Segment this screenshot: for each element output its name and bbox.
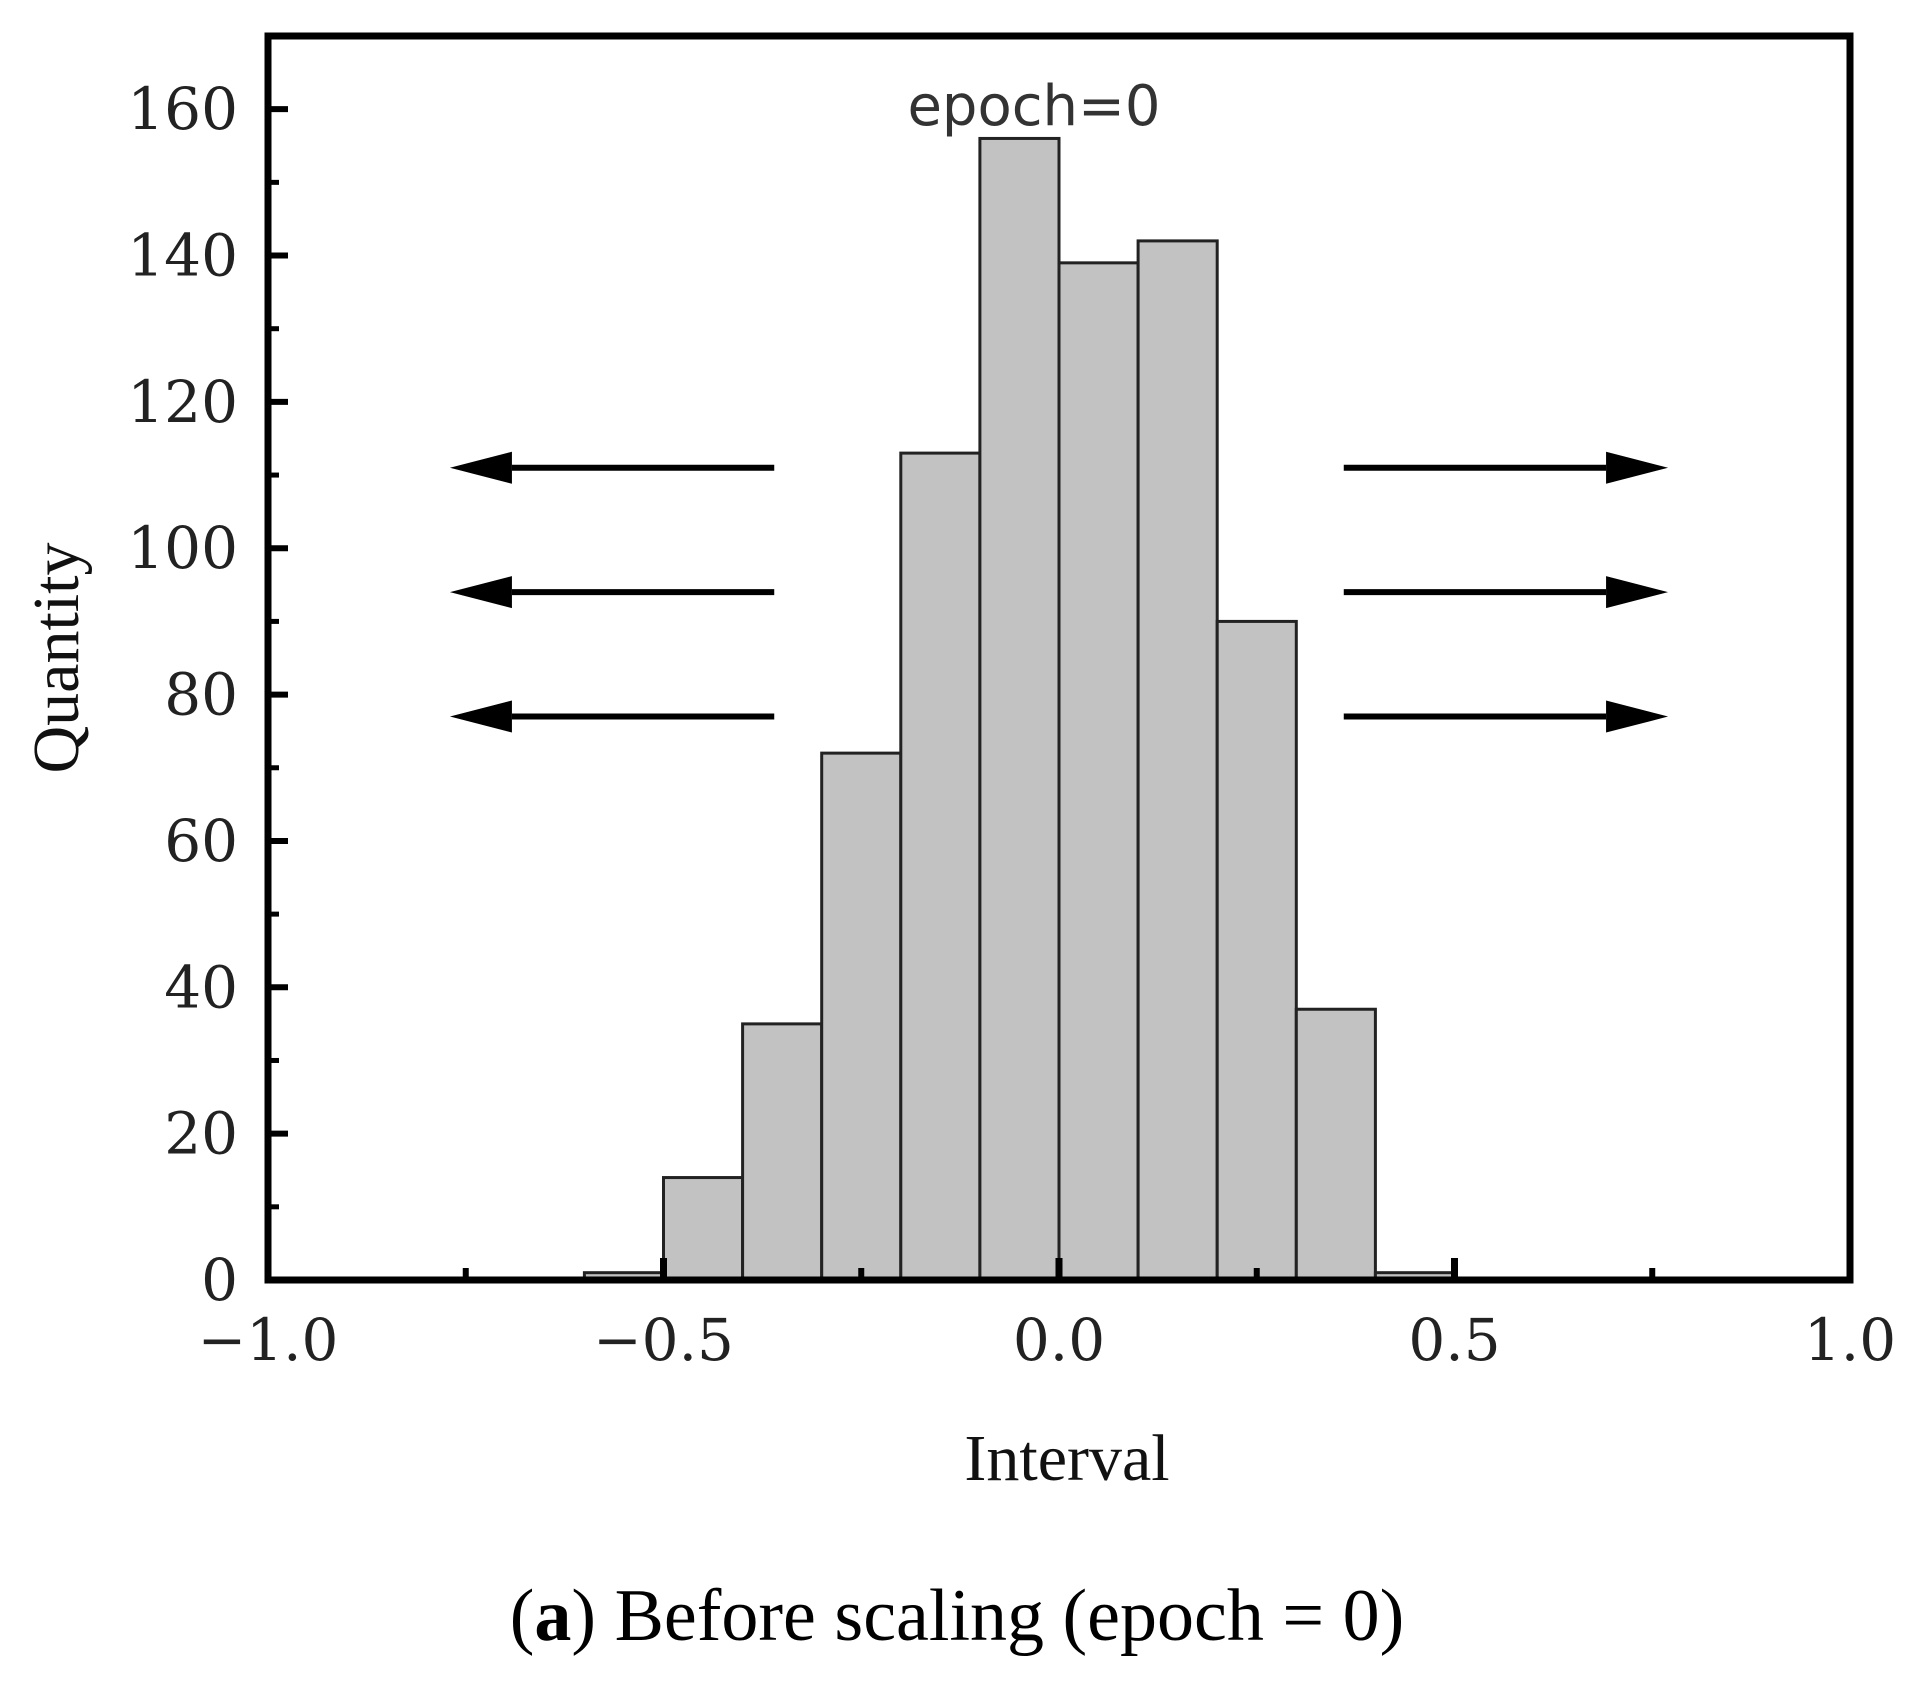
caption-open-paren: ( [510, 1575, 535, 1657]
histogram-bar [899, 451, 982, 1282]
arrow-left-icon [449, 451, 512, 484]
y-tick-label: 20 [164, 1100, 238, 1168]
arrow-right-icon [1606, 576, 1669, 609]
y-tick-label: 40 [164, 953, 238, 1021]
histogram-bar [1215, 619, 1298, 1282]
histogram-bar [1136, 239, 1219, 1282]
arrow-left-icon [449, 576, 512, 609]
x-tick-labels: −1.0 −0.5 0.0 0.5 1.0 [198, 1306, 1897, 1374]
y-tick-label: 160 [127, 75, 238, 143]
epoch-annotation: epoch=0 [907, 74, 1160, 139]
histogram-bar [820, 751, 903, 1282]
histogram-bar [1057, 261, 1140, 1282]
y-tick-labels: 0 20 40 60 80 100 120 140 160 [127, 75, 238, 1314]
y-tick-label: 0 [201, 1246, 238, 1314]
caption-panel-letter: a [534, 1575, 571, 1657]
arrow-right-icon [1606, 451, 1669, 484]
arrow-left-icon [449, 700, 512, 733]
histogram-bar [741, 1022, 824, 1282]
y-tick-label: 80 [164, 661, 238, 729]
y-tick-label: 60 [164, 807, 238, 875]
caption-text: ) Before scaling (epoch = 0) [571, 1575, 1404, 1657]
histogram-bar [978, 136, 1061, 1282]
arrow-right-icon [1606, 700, 1669, 733]
y-tick-label: 140 [127, 222, 238, 290]
y-tick-label: 100 [127, 514, 238, 582]
arrow-annotations [449, 451, 1669, 733]
x-tick-label: 0.5 [1408, 1306, 1500, 1374]
x-axis-title: Interval [964, 1422, 1169, 1495]
x-tick-label: −0.5 [593, 1306, 734, 1374]
figure-caption: (a) Before scaling (epoch = 0) [510, 1575, 1404, 1657]
x-tick-label: 0.0 [1013, 1306, 1105, 1374]
histogram-bar [1294, 1007, 1377, 1282]
y-tick-label: 120 [127, 368, 238, 436]
plot-frame [264, 32, 1854, 1284]
y-axis-title: Quantity [20, 543, 93, 774]
histogram-bar [662, 1176, 745, 1282]
x-tick-label: 1.0 [1804, 1306, 1896, 1374]
histogram-bars [582, 136, 1457, 1282]
x-tick-label: −1.0 [198, 1306, 339, 1374]
